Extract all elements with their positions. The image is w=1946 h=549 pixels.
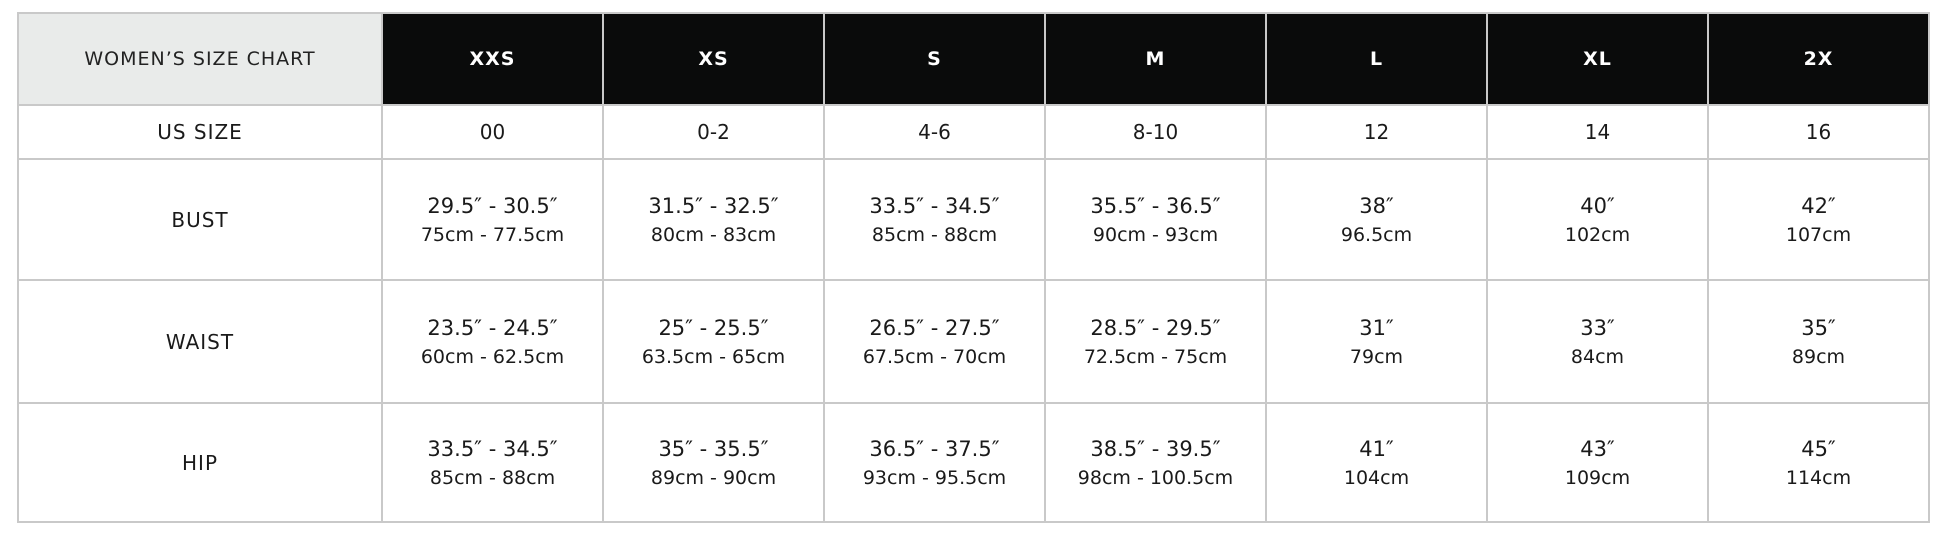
- cm-value: 75cm - 77.5cm: [420, 223, 565, 246]
- inches-value: 28.5″ - 29.5″: [1090, 315, 1221, 340]
- row-label: BUST: [17, 158, 383, 281]
- measurement-cell: 25″ - 25.5″ 63.5cm - 65cm: [602, 279, 825, 404]
- cm-value: 89cm: [1791, 345, 1846, 368]
- measurement-row-hip: HIP 33.5″ - 34.5″ 85cm - 88cm 35″ - 35.5″ 89…: [17, 402, 1930, 523]
- measurement-cell: 38″ 96.5cm: [1265, 158, 1488, 281]
- measurement-cell: 26.5″ - 27.5″ 67.5cm - 70cm: [823, 279, 1046, 404]
- measurement-cell: 41″ 104cm: [1265, 402, 1488, 523]
- row-label: US SIZE: [17, 104, 383, 160]
- inches-value: 43″: [1580, 436, 1615, 461]
- inches-value: 35.5″ - 36.5″: [1090, 193, 1221, 218]
- measurement-cell: 35.5″ - 36.5″ 90cm - 93cm: [1044, 158, 1267, 281]
- measurement-cell: 23.5″ - 24.5″ 60cm - 62.5cm: [381, 279, 604, 404]
- size-header: XXS: [381, 12, 604, 106]
- inches-value: 26.5″ - 27.5″: [869, 315, 1000, 340]
- cm-value: 104cm: [1343, 466, 1410, 489]
- inches-value: 31″: [1359, 315, 1394, 340]
- inches-value: 36.5″ - 37.5″: [869, 436, 1000, 461]
- us-size-cell: 12: [1265, 104, 1488, 160]
- measurement-cell: 36.5″ - 37.5″ 93cm - 95.5cm: [823, 402, 1046, 523]
- inches-value: 23.5″ - 24.5″: [427, 315, 558, 340]
- cm-value: 80cm - 83cm: [650, 223, 777, 246]
- cm-value: 93cm - 95.5cm: [862, 466, 1007, 489]
- inches-value: 33.5″ - 34.5″: [427, 436, 558, 461]
- measurement-cell: 40″ 102cm: [1486, 158, 1709, 281]
- inches-value: 45″: [1801, 436, 1836, 461]
- inches-value: 40″: [1580, 193, 1615, 218]
- inches-value: 33.5″ - 34.5″: [869, 193, 1000, 218]
- inches-value: 41″: [1359, 436, 1394, 461]
- cm-value: 60cm - 62.5cm: [420, 345, 565, 368]
- measurement-cell: 33.5″ - 34.5″ 85cm - 88cm: [381, 402, 604, 523]
- inches-value: 25″ - 25.5″: [658, 315, 769, 340]
- inches-value: 29.5″ - 30.5″: [427, 193, 558, 218]
- size-header: XL: [1486, 12, 1709, 106]
- inches-value: 33″: [1580, 315, 1615, 340]
- size-header: L: [1265, 12, 1488, 106]
- us-size-cell: 4-6: [823, 104, 1046, 160]
- cm-value: 79cm: [1349, 345, 1404, 368]
- measurement-cell: 38.5″ - 39.5″ 98cm - 100.5cm: [1044, 402, 1267, 523]
- inches-value: 35″: [1801, 315, 1836, 340]
- size-header: XS: [602, 12, 825, 106]
- measurement-cell: 33″ 84cm: [1486, 279, 1709, 404]
- size-header: S: [823, 12, 1046, 106]
- measurement-cell: 35″ - 35.5″ 89cm - 90cm: [602, 402, 825, 523]
- size-header: M: [1044, 12, 1267, 106]
- inches-value: 35″ - 35.5″: [658, 436, 769, 461]
- cm-value: 90cm - 93cm: [1092, 223, 1219, 246]
- measurement-cell: 45″ 114cm: [1707, 402, 1930, 523]
- measurement-cell: 31″ 79cm: [1265, 279, 1488, 404]
- row-label: WAIST: [17, 279, 383, 404]
- measurement-cell: 35″ 89cm: [1707, 279, 1930, 404]
- size-header: 2X: [1707, 12, 1930, 106]
- inches-value: 38.5″ - 39.5″: [1090, 436, 1221, 461]
- measurement-row-waist: WAIST 23.5″ - 24.5″ 60cm - 62.5cm 25″ - 25.…: [17, 279, 1930, 404]
- measurement-cell: 28.5″ - 29.5″ 72.5cm - 75cm: [1044, 279, 1267, 404]
- us-size-cell: 16: [1707, 104, 1930, 160]
- cm-value: 67.5cm - 70cm: [862, 345, 1007, 368]
- measurement-cell: 42″ 107cm: [1707, 158, 1930, 281]
- chart-title: WOMEN’S SIZE CHART: [17, 12, 383, 106]
- us-size-cell: 00: [381, 104, 604, 160]
- measurement-cell: 29.5″ - 30.5″ 75cm - 77.5cm: [381, 158, 604, 281]
- cm-value: 102cm: [1564, 223, 1631, 246]
- us-size-row: US SIZE 00 0-2 4-6 8-10 12 14 16: [17, 104, 1930, 160]
- cm-value: 84cm: [1570, 345, 1625, 368]
- inches-value: 42″: [1801, 193, 1836, 218]
- cm-value: 85cm - 88cm: [871, 223, 998, 246]
- measurement-cell: 43″ 109cm: [1486, 402, 1709, 523]
- cm-value: 107cm: [1785, 223, 1852, 246]
- us-size-cell: 14: [1486, 104, 1709, 160]
- us-size-cell: 8-10: [1044, 104, 1267, 160]
- inches-value: 38″: [1359, 193, 1394, 218]
- cm-value: 96.5cm: [1340, 223, 1413, 246]
- header-row: WOMEN’S SIZE CHART XXS XS S M L XL 2X: [17, 12, 1930, 106]
- cm-value: 98cm - 100.5cm: [1077, 466, 1234, 489]
- inches-value: 31.5″ - 32.5″: [648, 193, 779, 218]
- us-size-cell: 0-2: [602, 104, 825, 160]
- cm-value: 114cm: [1785, 466, 1852, 489]
- row-label: HIP: [17, 402, 383, 523]
- cm-value: 72.5cm - 75cm: [1083, 345, 1228, 368]
- cm-value: 63.5cm - 65cm: [641, 345, 786, 368]
- measurement-cell: 33.5″ - 34.5″ 85cm - 88cm: [823, 158, 1046, 281]
- cm-value: 89cm - 90cm: [650, 466, 777, 489]
- cm-value: 85cm - 88cm: [429, 466, 556, 489]
- cm-value: 109cm: [1564, 466, 1631, 489]
- size-chart-table: WOMEN’S SIZE CHART XXS XS S M L XL 2X US…: [17, 12, 1930, 523]
- measurement-row-bust: BUST 29.5″ - 30.5″ 75cm - 77.5cm 31.5″ - 32…: [17, 158, 1930, 281]
- measurement-cell: 31.5″ - 32.5″ 80cm - 83cm: [602, 158, 825, 281]
